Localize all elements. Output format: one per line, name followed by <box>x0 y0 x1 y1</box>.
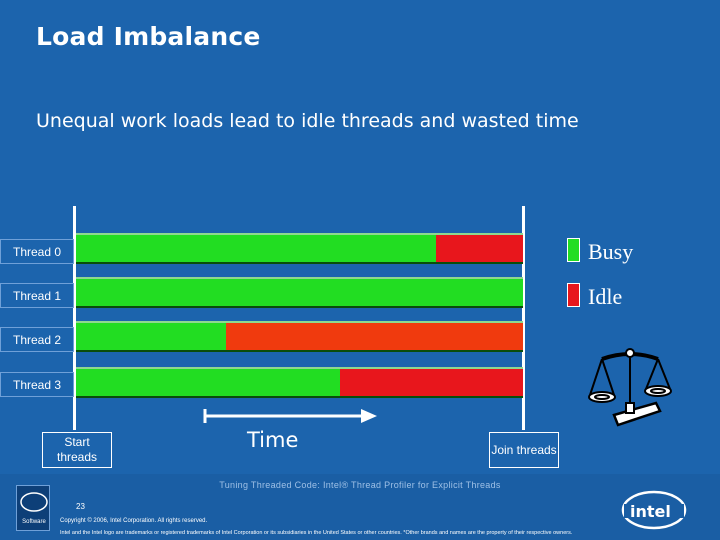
thread-lane-1 <box>76 277 523 308</box>
scales-of-justice-icon <box>588 348 672 427</box>
arrow-right-icon <box>203 409 377 423</box>
join-threads-box: Join threads <box>489 432 559 468</box>
busy-segment <box>76 235 436 262</box>
thread-lane-2 <box>76 321 523 352</box>
slide-subtitle: Unequal work loads lead to idle threads … <box>36 110 579 132</box>
idle-segment <box>225 323 523 350</box>
thread-lane-0 <box>76 233 523 264</box>
intel-badge-icon <box>20 492 48 512</box>
intel-logo-text: intel <box>630 502 671 521</box>
join-time-line <box>522 206 525 430</box>
start-threads-box: Start threads <box>42 432 112 468</box>
legend-busy-swatch <box>567 238 580 262</box>
busy-segment <box>76 369 340 396</box>
thread-label-0: Thread 0 <box>0 239 74 264</box>
intel-logo-swoosh <box>621 490 687 530</box>
thread-label-1: Thread 1 <box>0 283 74 308</box>
intel-logo: intel <box>621 490 687 530</box>
legend-busy-label: Busy <box>588 239 634 264</box>
legal-text: Intel and the Intel logo are trademarks … <box>60 530 573 536</box>
footer-band <box>0 474 720 540</box>
software-badge: Software <box>16 485 50 531</box>
busy-segment <box>76 279 523 306</box>
legend-idle-label: Idle <box>588 284 623 309</box>
slide-title: Load Imbalance <box>36 22 261 51</box>
footer-caption: Tuning Threaded Code: Intel® Thread Prof… <box>219 480 501 490</box>
idle-segment <box>435 235 523 262</box>
start-time-line <box>73 206 76 430</box>
software-badge-text: Software <box>22 519 46 525</box>
thread-label-2: Thread 2 <box>0 327 74 352</box>
busy-segment <box>76 323 226 350</box>
legend-idle-swatch <box>567 283 580 307</box>
thread-lane-3 <box>76 367 523 398</box>
copyright-text: Copyright © 2006, Intel Corporation. All… <box>60 518 208 524</box>
thread-label-3: Thread 3 <box>0 372 74 397</box>
page-number: 23 <box>76 502 85 511</box>
time-label: Time <box>247 428 299 452</box>
idle-segment <box>339 369 523 396</box>
